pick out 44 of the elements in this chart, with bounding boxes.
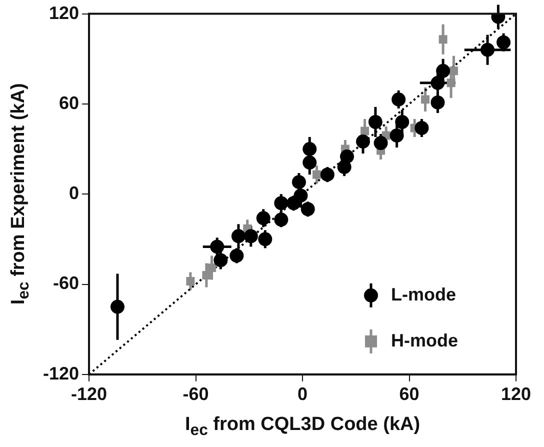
point bbox=[446, 78, 456, 88]
point bbox=[340, 150, 354, 164]
point bbox=[202, 270, 211, 280]
point bbox=[395, 114, 410, 129]
point bbox=[292, 175, 306, 190]
x-axis-title: I$_{ec}$ from CQL3D Code (kA) bbox=[185, 414, 420, 440]
point bbox=[186, 277, 195, 286]
point bbox=[294, 188, 308, 203]
x-tick-label: 120 bbox=[500, 384, 532, 404]
point bbox=[421, 95, 430, 104]
point bbox=[110, 300, 124, 314]
point bbox=[438, 35, 448, 44]
point bbox=[214, 253, 228, 268]
x-tick-label: -60 bbox=[182, 384, 209, 404]
y-tick-label: 120 bbox=[48, 2, 80, 23]
point bbox=[231, 229, 246, 244]
point bbox=[374, 136, 388, 150]
point bbox=[390, 128, 404, 143]
point bbox=[302, 142, 317, 156]
point bbox=[320, 168, 334, 182]
point bbox=[430, 95, 445, 110]
legend-label: H-mode bbox=[391, 330, 458, 350]
point bbox=[312, 170, 321, 179]
point bbox=[449, 66, 458, 76]
point bbox=[436, 64, 450, 78]
y-tick-label: -60 bbox=[53, 273, 80, 294]
y-tick-label: 0 bbox=[69, 183, 80, 204]
legend-label: L-mode bbox=[391, 284, 456, 304]
point bbox=[414, 120, 429, 135]
point bbox=[208, 263, 216, 272]
y-tick-label: 60 bbox=[58, 92, 80, 113]
point bbox=[360, 126, 370, 136]
point bbox=[244, 229, 258, 244]
point bbox=[480, 42, 495, 57]
point bbox=[368, 114, 382, 129]
x-tick-label: 0 bbox=[298, 384, 308, 404]
y-tick-label: -120 bbox=[42, 363, 80, 384]
point bbox=[210, 240, 224, 254]
point bbox=[302, 156, 317, 170]
point bbox=[300, 202, 315, 216]
x-tick-label: 60 bbox=[399, 384, 420, 404]
point bbox=[356, 134, 370, 149]
point bbox=[496, 35, 511, 50]
x-tick-label: -120 bbox=[71, 384, 108, 404]
